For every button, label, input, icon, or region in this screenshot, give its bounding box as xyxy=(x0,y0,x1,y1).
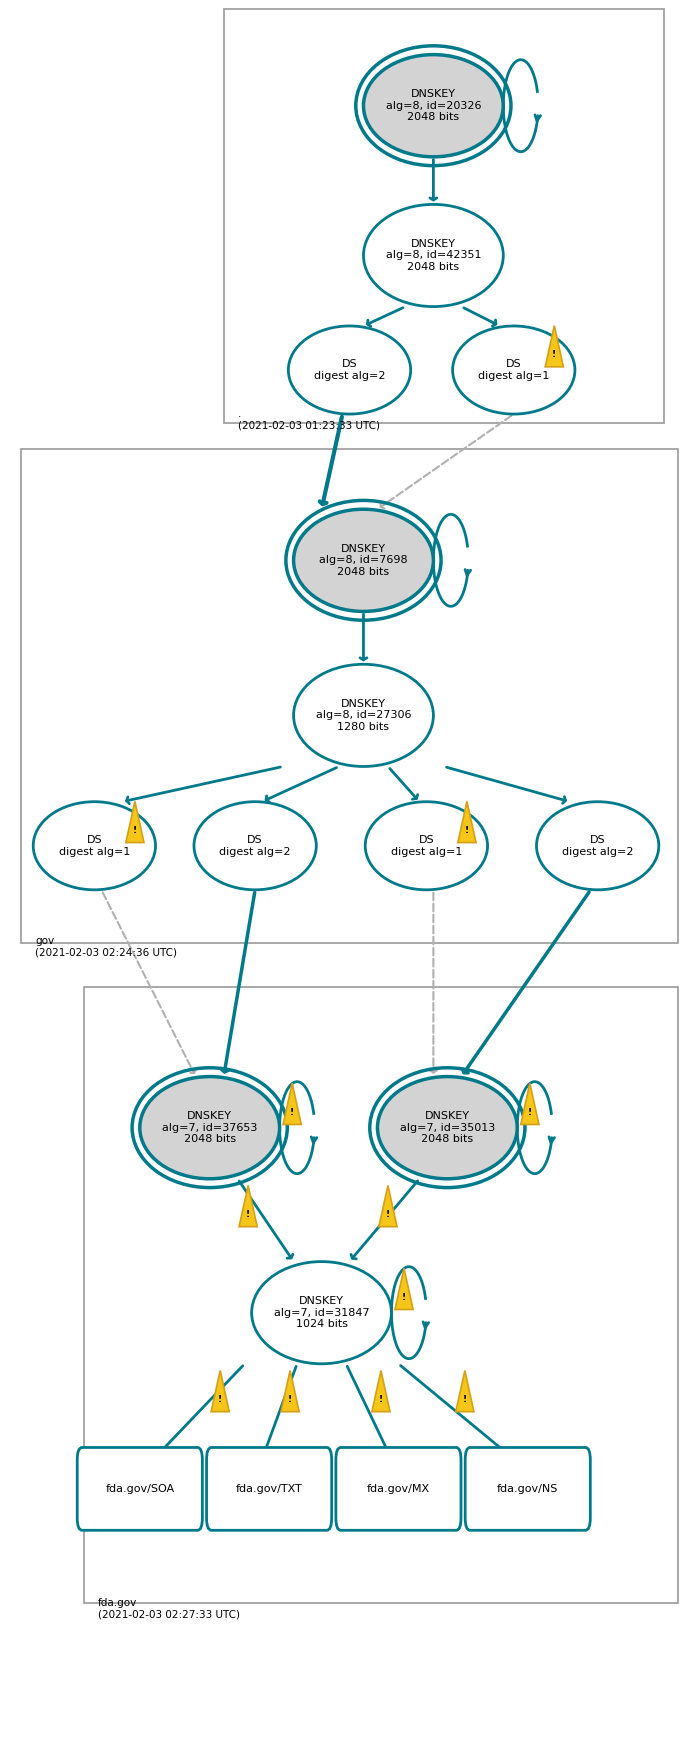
Ellipse shape xyxy=(365,802,488,890)
Ellipse shape xyxy=(537,802,658,890)
Text: DNSKEY
alg=7, id=37653
2048 bits: DNSKEY alg=7, id=37653 2048 bits xyxy=(162,1112,257,1144)
FancyBboxPatch shape xyxy=(84,987,678,1603)
Text: !: ! xyxy=(528,1108,532,1117)
Polygon shape xyxy=(458,802,476,842)
Text: DNSKEY
alg=8, id=7698
2048 bits: DNSKEY alg=8, id=7698 2048 bits xyxy=(319,544,408,576)
Text: !: ! xyxy=(463,1396,467,1404)
Text: .
(2021-02-03 01:23:33 UTC): . (2021-02-03 01:23:33 UTC) xyxy=(238,409,380,430)
Text: DS
digest alg=2: DS digest alg=2 xyxy=(562,835,633,856)
Ellipse shape xyxy=(363,204,503,307)
Polygon shape xyxy=(372,1371,390,1411)
Polygon shape xyxy=(281,1371,299,1411)
Text: !: ! xyxy=(379,1396,383,1404)
Polygon shape xyxy=(211,1371,229,1411)
Text: !: ! xyxy=(402,1293,406,1302)
Text: fda.gov
(2021-02-03 02:27:33 UTC): fda.gov (2021-02-03 02:27:33 UTC) xyxy=(98,1598,240,1619)
Ellipse shape xyxy=(377,1077,517,1179)
Text: DNSKEY
alg=7, id=31847
1024 bits: DNSKEY alg=7, id=31847 1024 bits xyxy=(274,1297,369,1329)
Text: DNSKEY
alg=8, id=20326
2048 bits: DNSKEY alg=8, id=20326 2048 bits xyxy=(386,90,481,122)
Polygon shape xyxy=(395,1269,413,1309)
FancyBboxPatch shape xyxy=(78,1448,203,1529)
Ellipse shape xyxy=(294,664,433,766)
Text: fda.gov/TXT: fda.gov/TXT xyxy=(236,1484,303,1494)
Text: DS
digest alg=1: DS digest alg=1 xyxy=(391,835,462,856)
Ellipse shape xyxy=(252,1262,391,1364)
Text: fda.gov/NS: fda.gov/NS xyxy=(497,1484,559,1494)
Polygon shape xyxy=(379,1186,397,1226)
Text: !: ! xyxy=(288,1396,292,1404)
FancyBboxPatch shape xyxy=(21,449,678,943)
Text: !: ! xyxy=(290,1108,294,1117)
Ellipse shape xyxy=(34,802,155,890)
Text: DS
digest alg=1: DS digest alg=1 xyxy=(59,835,130,856)
Text: !: ! xyxy=(218,1396,222,1404)
Polygon shape xyxy=(545,326,563,366)
Text: !: ! xyxy=(386,1210,390,1219)
Text: DS
digest alg=2: DS digest alg=2 xyxy=(219,835,291,856)
Text: DS
digest alg=2: DS digest alg=2 xyxy=(314,359,385,381)
FancyBboxPatch shape xyxy=(207,1448,331,1529)
Text: !: ! xyxy=(133,826,137,835)
Polygon shape xyxy=(126,802,144,842)
Ellipse shape xyxy=(363,55,503,157)
Text: DS
digest alg=1: DS digest alg=1 xyxy=(478,359,549,381)
Ellipse shape xyxy=(288,326,411,414)
Polygon shape xyxy=(239,1186,257,1226)
Ellipse shape xyxy=(140,1077,280,1179)
Polygon shape xyxy=(283,1084,301,1124)
Ellipse shape xyxy=(453,326,575,414)
Text: !: ! xyxy=(246,1210,250,1219)
Text: gov
(2021-02-03 02:24:36 UTC): gov (2021-02-03 02:24:36 UTC) xyxy=(35,936,177,957)
Text: DNSKEY
alg=8, id=42351
2048 bits: DNSKEY alg=8, id=42351 2048 bits xyxy=(386,240,481,271)
Polygon shape xyxy=(521,1084,539,1124)
FancyBboxPatch shape xyxy=(336,1448,461,1529)
Text: !: ! xyxy=(465,826,469,835)
Text: fda.gov/SOA: fda.gov/SOA xyxy=(106,1484,174,1494)
Text: DNSKEY
alg=8, id=27306
1280 bits: DNSKEY alg=8, id=27306 1280 bits xyxy=(316,700,411,731)
Text: DNSKEY
alg=7, id=35013
2048 bits: DNSKEY alg=7, id=35013 2048 bits xyxy=(400,1112,495,1144)
Ellipse shape xyxy=(194,802,316,890)
FancyBboxPatch shape xyxy=(224,9,664,423)
Text: !: ! xyxy=(552,351,556,359)
Text: fda.gov/MX: fda.gov/MX xyxy=(367,1484,430,1494)
FancyBboxPatch shape xyxy=(466,1448,590,1529)
Ellipse shape xyxy=(294,509,433,611)
Polygon shape xyxy=(456,1371,474,1411)
